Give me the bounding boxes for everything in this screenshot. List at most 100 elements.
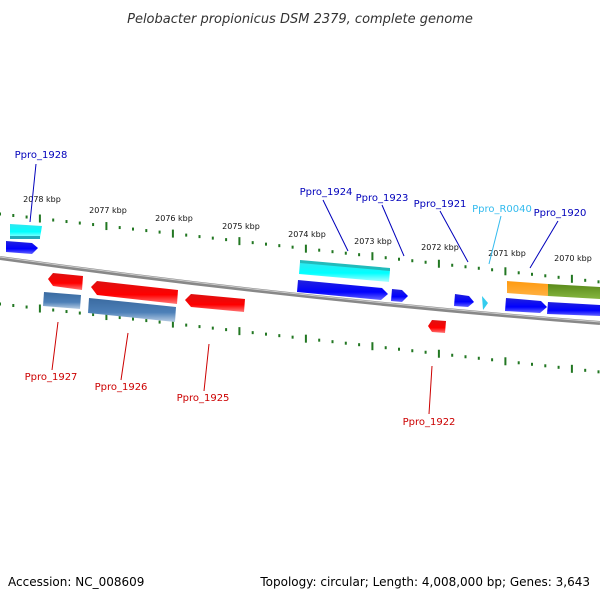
minor-tick <box>92 223 95 227</box>
minor-tick <box>464 355 467 359</box>
minor-tick <box>265 242 267 246</box>
gene-ppro-1924-rna-top <box>300 260 390 271</box>
minor-tick <box>145 229 148 233</box>
genome-backbone <box>0 256 600 325</box>
minor-tick <box>52 218 55 222</box>
gene-ppro-1920-rna-green[interactable] <box>548 284 600 299</box>
gene-labels: Ppro_1928 Ppro_1924 Ppro_1923 Ppro_1921 … <box>15 150 587 428</box>
leader-ppro-1927 <box>51 321 59 371</box>
scale-label-2074: 2074 kbp <box>288 230 326 239</box>
minor-tick <box>411 259 414 263</box>
minor-tick <box>78 311 81 315</box>
minor-tick <box>451 353 454 357</box>
label-ppro-1923[interactable]: Ppro_1923 <box>356 193 409 204</box>
label-ppro-1926[interactable]: Ppro_1926 <box>95 382 148 393</box>
page-title: Pelobacter propionicus DSM 2379, complet… <box>127 12 473 27</box>
label-ppro-1925[interactable]: Ppro_1925 <box>177 393 230 404</box>
minor-tick <box>398 347 400 351</box>
gene-ppro-1927-rna[interactable] <box>43 292 81 309</box>
minor-tick <box>451 263 454 267</box>
label-leader-lines <box>29 163 559 415</box>
major-tick <box>171 319 174 328</box>
minor-tick <box>225 238 228 242</box>
gene-ppro-1925-cds[interactable] <box>185 294 245 312</box>
minor-tick <box>185 233 188 237</box>
minor-tick <box>331 340 334 344</box>
major-tick <box>171 229 174 238</box>
forward-strand-features <box>6 224 600 316</box>
minor-tick <box>278 334 281 338</box>
minor-tick <box>198 235 201 239</box>
minor-tick <box>12 304 15 308</box>
gene-ppro-1920-rna-orange[interactable] <box>507 281 548 296</box>
gene-ppro-1927-cds[interactable] <box>48 273 83 290</box>
label-ppro-1921[interactable]: Ppro_1921 <box>414 199 467 210</box>
label-ppro-1920[interactable]: Ppro_1920 <box>534 208 587 219</box>
gene-ppro-1922-cds[interactable] <box>428 320 446 333</box>
minor-tick <box>211 236 214 240</box>
scale-label-2071: 2071 kbp <box>488 249 526 258</box>
major-tick <box>105 222 108 231</box>
minor-tick <box>398 257 400 261</box>
minor-tick <box>517 361 520 365</box>
minor-tick <box>291 245 294 249</box>
minor-tick <box>65 220 68 224</box>
label-ppro-1928[interactable]: Ppro_1928 <box>15 150 68 161</box>
topology-label: Topology: circular; Length: 4,008,000 bp… <box>259 575 590 589</box>
label-ppro-1927[interactable]: Ppro_1927 <box>25 372 78 383</box>
leader-ppro-1922 <box>428 365 433 415</box>
minor-tick <box>145 319 148 323</box>
gene-ppro-1920-cds[interactable] <box>505 298 547 313</box>
minor-tick <box>491 268 494 272</box>
gene-ppro-r0040-rna[interactable] <box>482 296 488 310</box>
minor-tick <box>65 310 68 314</box>
gene-ppro-1928-cds[interactable] <box>6 241 38 254</box>
minor-tick <box>384 256 387 260</box>
label-ppro-r0040[interactable]: Ppro_R0040 <box>472 204 532 215</box>
gene-ppro-1924-rna[interactable] <box>299 262 390 282</box>
gene-ppro-1926-cds[interactable] <box>91 281 178 304</box>
minor-tick <box>318 248 321 252</box>
minor-tick <box>531 272 533 276</box>
minor-tick <box>25 305 28 309</box>
label-ppro-1924[interactable]: Ppro_1924 <box>300 187 353 198</box>
gene-ppro-1928-rna-shadow <box>10 236 40 239</box>
minor-tick <box>291 335 294 339</box>
gene-ppro-1926-rna[interactable] <box>88 298 176 322</box>
reverse-strand-features <box>43 273 446 333</box>
gene-ppro-1923-cds[interactable] <box>391 289 408 302</box>
minor-tick <box>198 325 201 329</box>
scale-labels: 2078 kbp 2077 kbp 2076 kbp 2075 kbp 2074… <box>23 195 592 263</box>
minor-tick <box>0 212 1 216</box>
gene-ppro-1921-cds[interactable] <box>454 294 474 307</box>
major-tick <box>105 312 108 321</box>
minor-tick <box>597 370 600 374</box>
minor-tick <box>597 280 600 284</box>
minor-tick <box>331 250 334 254</box>
gene-ppro-1924-cds[interactable] <box>297 280 388 300</box>
gene-ppro-1928-rna[interactable] <box>10 224 42 238</box>
minor-tick <box>52 308 55 312</box>
minor-tick <box>424 260 427 264</box>
accession-label: Accession: NC_008609 <box>8 575 144 589</box>
minor-tick <box>411 349 414 353</box>
minor-tick <box>78 221 81 225</box>
gene-ppro-1919-cds[interactable] <box>547 302 600 316</box>
minor-tick <box>12 214 15 218</box>
scale-label-2078: 2078 kbp <box>23 195 61 204</box>
leader-ppro-1925 <box>203 343 210 392</box>
minor-tick <box>544 364 547 368</box>
minor-tick <box>25 215 28 219</box>
minor-tick <box>278 244 281 248</box>
scale-label-2073: 2073 kbp <box>354 237 392 246</box>
major-tick <box>38 214 41 223</box>
major-tick <box>304 334 307 343</box>
scale-label-2077: 2077 kbp <box>89 206 127 215</box>
label-ppro-1922[interactable]: Ppro_1922 <box>403 417 456 428</box>
minor-tick <box>344 251 347 255</box>
minor-tick <box>132 227 134 231</box>
scale-label-2075: 2075 kbp <box>222 222 260 231</box>
minor-tick <box>158 320 161 324</box>
minor-tick <box>531 362 533 366</box>
